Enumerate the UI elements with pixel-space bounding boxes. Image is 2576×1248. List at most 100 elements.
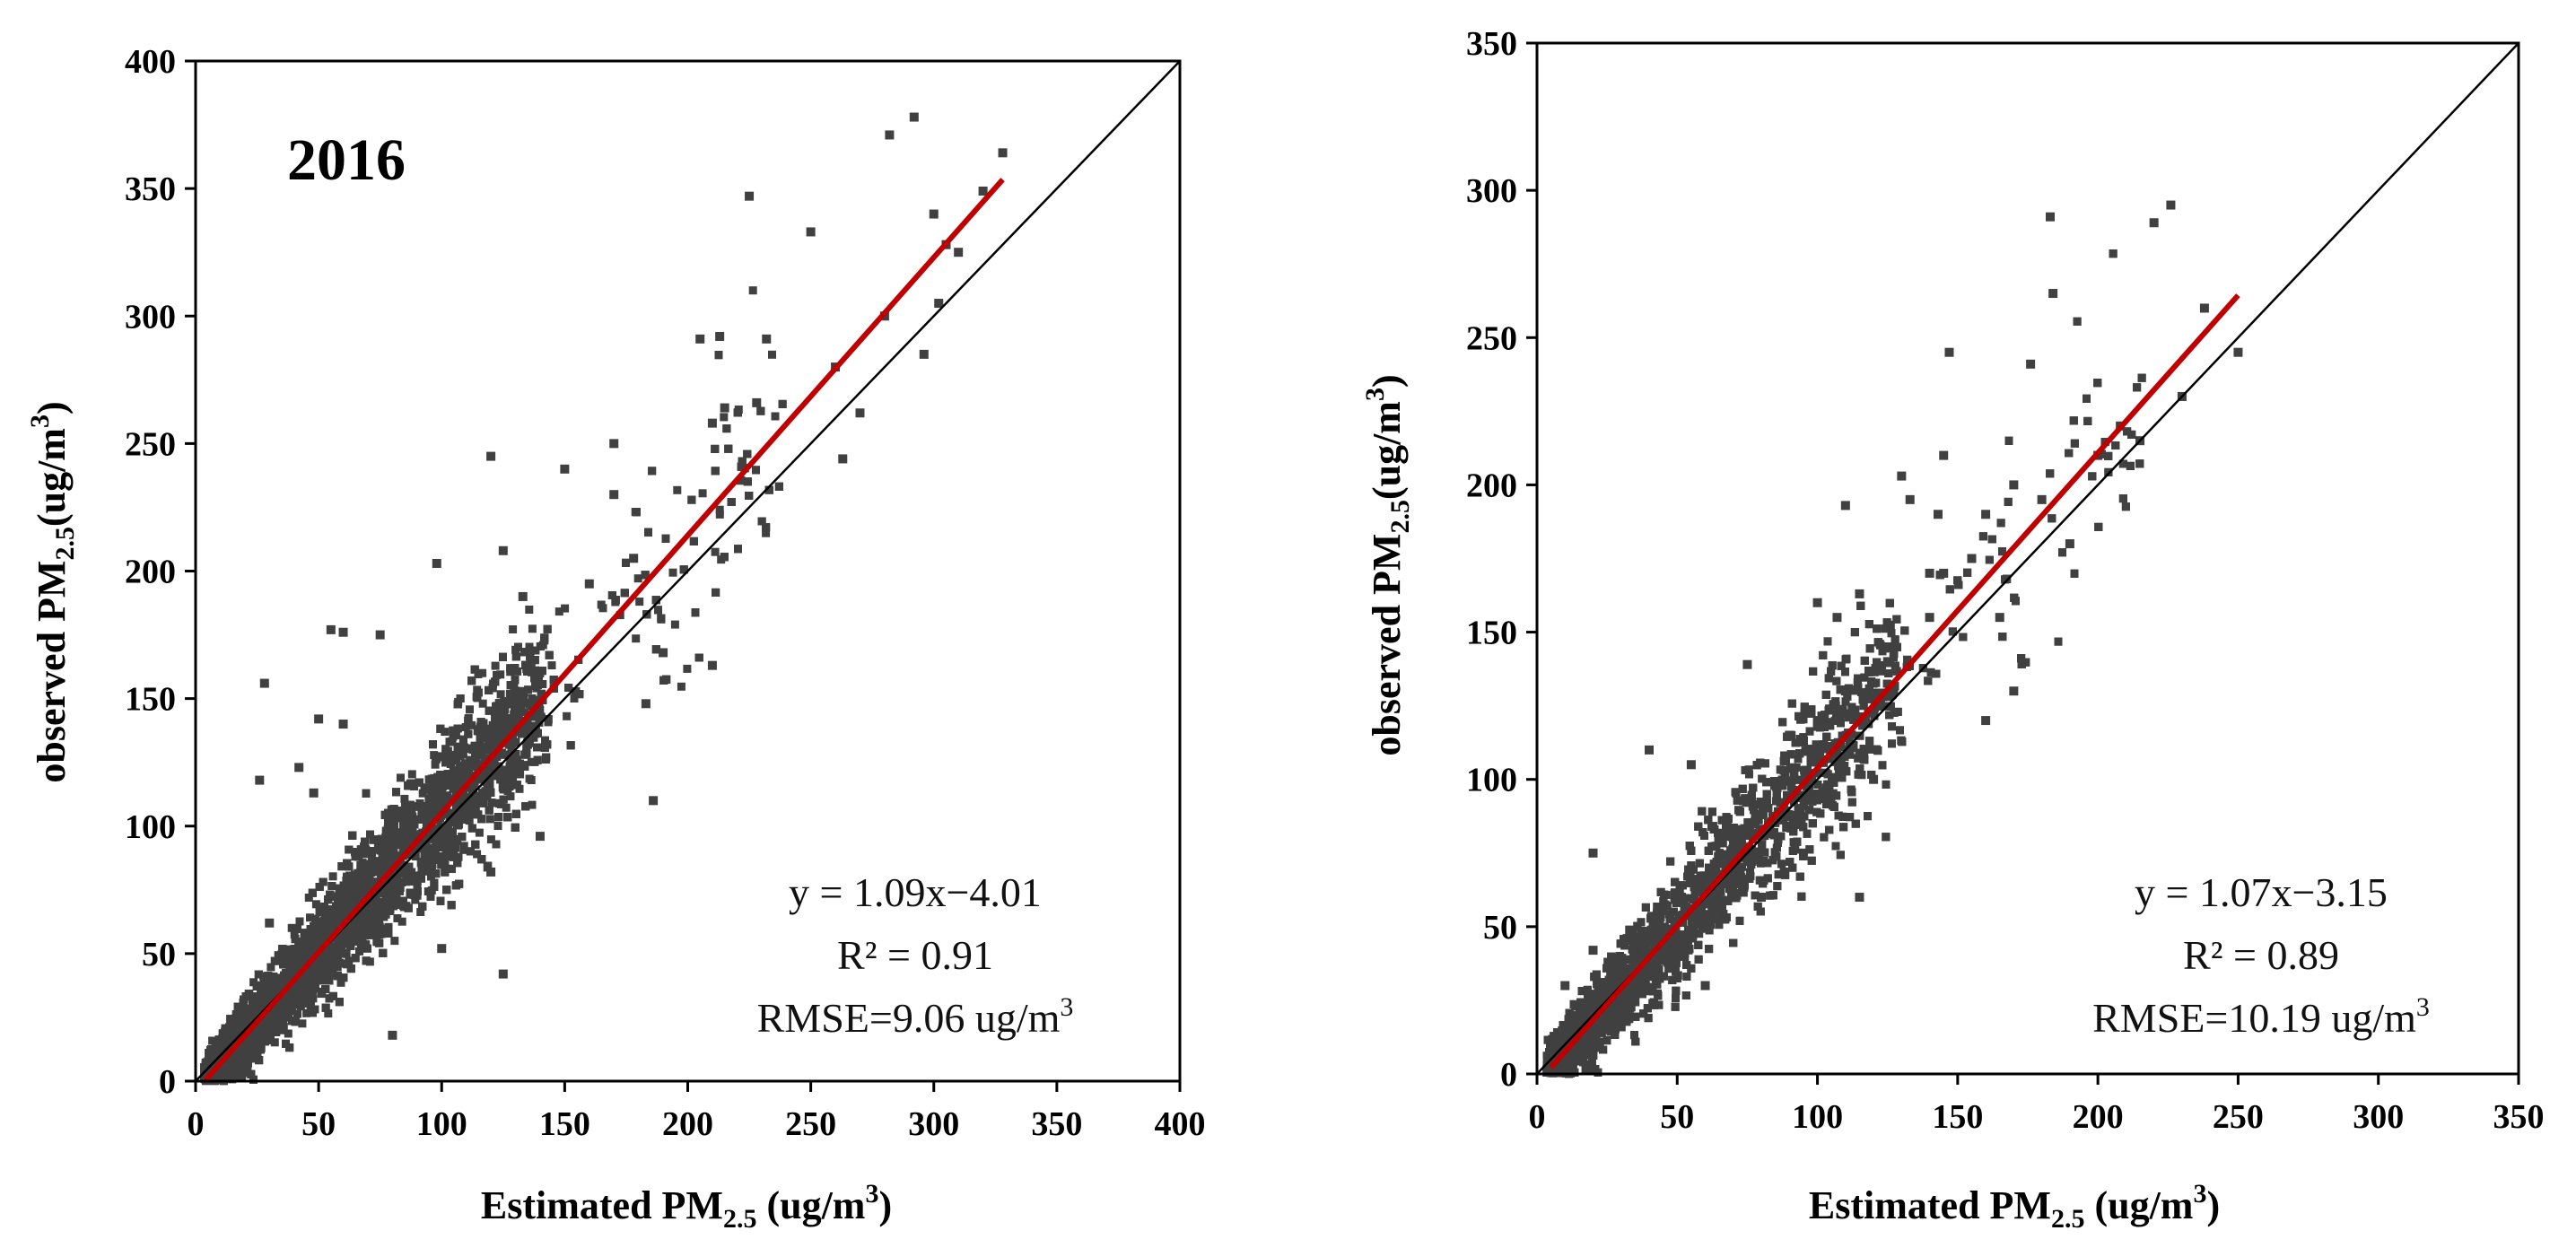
scatter-point: [464, 714, 473, 722]
scatter-point: [324, 1009, 333, 1018]
scatter-point: [407, 770, 416, 779]
scatter-point: [445, 841, 454, 850]
scatter-point: [384, 922, 393, 931]
scatter-point: [502, 803, 511, 812]
scatter-point: [507, 746, 516, 755]
scatter-point: [677, 682, 685, 691]
scatter-point: [397, 917, 406, 926]
scatter-point: [496, 690, 505, 699]
scatter-point: [496, 670, 505, 679]
scatter-point: [491, 661, 500, 670]
scatter-point: [720, 413, 729, 422]
scatter-point: [528, 800, 537, 809]
scatter-point: [515, 784, 524, 793]
chart-left: 0 50 100 150 200 250 300 350 400 050100150200250…: [25, 43, 1206, 1234]
scatter-point: [390, 937, 399, 946]
scatter-point: [554, 607, 563, 616]
scatter-point: [304, 894, 313, 902]
scatter-point: [762, 528, 771, 537]
scatter-point: [526, 732, 535, 741]
scatter-point: [356, 942, 365, 951]
scatter-point: [668, 568, 677, 577]
scatter-point: [298, 1019, 307, 1028]
scatter-point: [528, 624, 537, 633]
scatter-point: [295, 917, 304, 926]
scatter-point: [279, 960, 288, 969]
scatter-point: [400, 794, 409, 803]
scatter-point: [496, 708, 505, 716]
scatter-point: [478, 668, 487, 677]
scatter-point: [506, 664, 515, 673]
scatter-point: [506, 792, 515, 801]
scatter-point: [698, 489, 707, 498]
scatter-point: [632, 634, 641, 643]
scatter-point: [397, 878, 406, 886]
scatter-point: [492, 840, 501, 849]
scatter-point: [249, 978, 258, 987]
scatter-points-left: [200, 286, 787, 1086]
scatter-point: [458, 737, 467, 746]
scatter-point: [547, 661, 556, 670]
scatter-point: [711, 547, 720, 556]
scatter-point: [442, 781, 451, 790]
scatter-point: [525, 606, 534, 614]
scatter-point: [426, 893, 435, 901]
scatter-point: [208, 1036, 217, 1045]
scatter-point: [416, 908, 425, 916]
scatter-point: [284, 1029, 293, 1038]
scatter-point: [356, 890, 365, 899]
scatter-point: [748, 286, 757, 295]
scatter-point: [311, 900, 320, 909]
scatter-point: [290, 930, 299, 939]
scatter-point: [470, 779, 479, 788]
scatter-point: [768, 350, 776, 359]
scatter-point: [406, 877, 414, 886]
scatter-point: [266, 963, 275, 972]
scatter-point: [563, 711, 572, 720]
scatter-point: [527, 662, 536, 671]
scatter-point: [466, 705, 474, 714]
scatter-point: [454, 852, 463, 861]
scatter-point: [300, 933, 309, 942]
scatter-point: [270, 1038, 279, 1047]
scatter-point: [478, 699, 487, 708]
scatter-point: [453, 835, 462, 843]
scatter-point: [633, 574, 642, 583]
scatter-point: [506, 755, 515, 764]
scatter-point: [486, 835, 495, 844]
scatter-point: [375, 916, 384, 924]
scatter-point: [561, 604, 570, 613]
scatter-point: [598, 604, 607, 613]
scatter-point: [475, 828, 484, 837]
scatter-point: [531, 695, 540, 704]
scatter-point: [673, 485, 682, 494]
scatter-point: [393, 914, 402, 922]
scatter-point: [461, 723, 470, 731]
scatter-point: [306, 913, 314, 922]
scatter-point: [328, 872, 337, 881]
scatter-point: [509, 625, 518, 633]
scatter-point: [441, 745, 450, 754]
scatter-point: [431, 760, 440, 769]
scatter-point: [336, 978, 345, 987]
scatter-point: [466, 755, 475, 764]
scatter-point: [506, 773, 515, 782]
scatter-point: [465, 816, 474, 825]
scatter-point: [715, 505, 724, 514]
scatter-point: [317, 990, 326, 999]
scatter-point: [683, 664, 692, 673]
scatter-point: [411, 895, 420, 904]
scatter-point: [228, 1075, 237, 1084]
scatter-point: [520, 708, 528, 717]
scatter-point: [397, 773, 405, 782]
scatter-point: [670, 620, 679, 629]
scatter-point: [485, 815, 494, 824]
scatter-point: [527, 776, 536, 784]
scatter-point: [715, 510, 724, 519]
scatter-point: [467, 720, 476, 729]
scatter-point: [505, 689, 514, 698]
scatter-point: [473, 850, 482, 859]
scatter-point: [458, 750, 467, 759]
scatter-point: [355, 947, 363, 956]
scatter-point: [538, 680, 547, 688]
